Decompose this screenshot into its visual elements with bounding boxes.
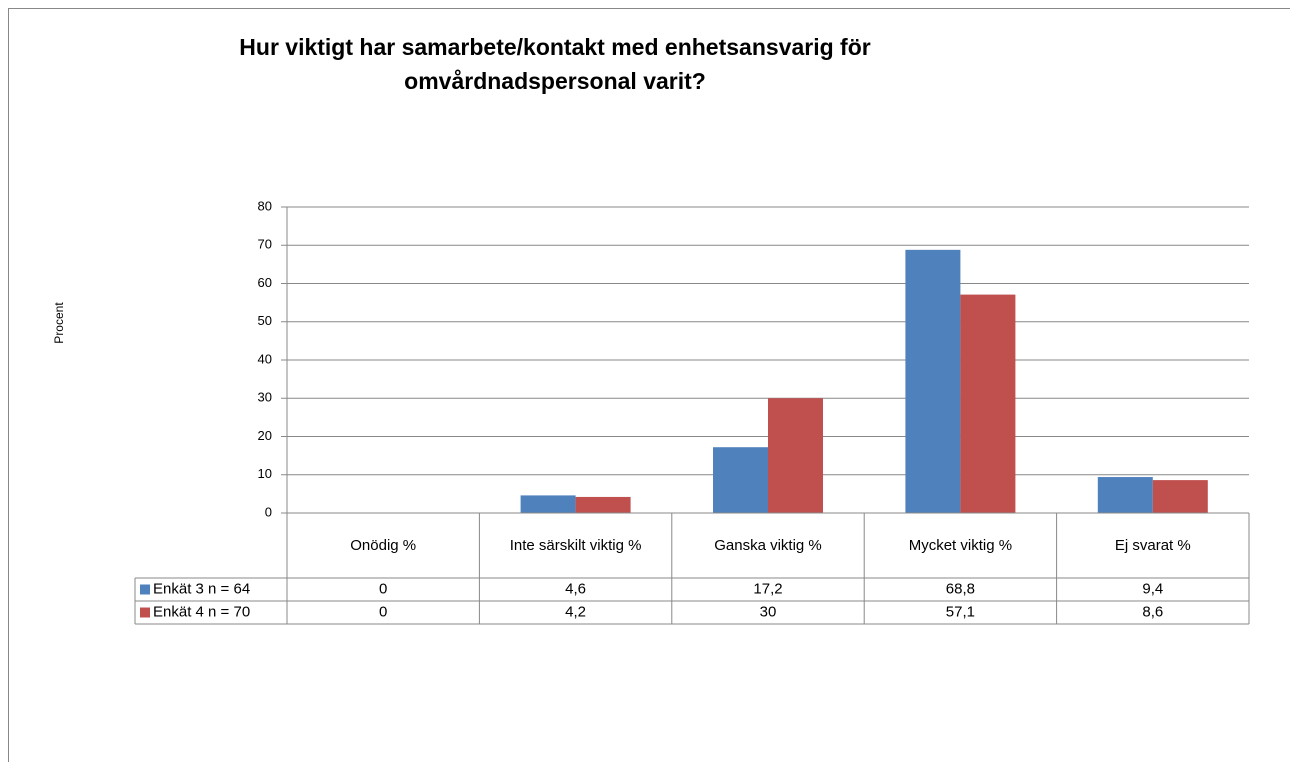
chart-border xyxy=(8,8,1290,762)
y-axis-label: Procent xyxy=(52,302,66,344)
x-tick-label: Ganska viktig % xyxy=(714,537,822,554)
bar xyxy=(520,495,576,513)
x-tick-label: Mycket viktig % xyxy=(908,537,1013,554)
bar xyxy=(960,294,1016,513)
y-tick-label: 10 xyxy=(258,466,272,481)
bar xyxy=(1097,477,1153,513)
data-table-value: 4,6 xyxy=(565,580,586,597)
data-table-value: 0 xyxy=(379,580,387,597)
data-table-value: 9,4 xyxy=(1142,580,1163,597)
bar xyxy=(905,249,961,513)
legend-swatch xyxy=(140,607,150,618)
x-tick-label: Inte särskilt viktig % xyxy=(509,537,642,554)
chart-title: Hur viktigt har samarbete/kontakt med en… xyxy=(239,34,871,94)
y-tick-label: 20 xyxy=(258,428,272,443)
y-tick-label: 30 xyxy=(258,390,272,405)
y-tick-label: 50 xyxy=(258,313,272,328)
y-tick-label: 60 xyxy=(258,275,272,290)
y-tick-label: 70 xyxy=(258,237,272,252)
legend-swatch xyxy=(140,584,150,595)
category-box: Inte särskilt viktig % xyxy=(509,537,642,554)
data-table-value: 4,2 xyxy=(565,603,586,620)
data-table-value: 17,2 xyxy=(753,580,782,597)
bar xyxy=(768,398,823,513)
y-tick-label: 40 xyxy=(258,351,272,366)
data-table-value: 68,8 xyxy=(946,580,975,597)
bar xyxy=(1152,480,1208,513)
y-tick-label: 80 xyxy=(258,198,272,213)
category-box: Onödig % xyxy=(350,537,417,554)
x-tick-label: Ej svarat % xyxy=(1114,537,1191,554)
bar xyxy=(575,496,631,513)
category-box: Ganska viktig % xyxy=(714,537,822,554)
x-tick-label: Onödig % xyxy=(350,537,417,554)
title-box: Hur viktigt har samarbete/kontakt med en… xyxy=(239,34,871,94)
legend-label: Enkät 4 n = 70 xyxy=(153,603,250,620)
bar xyxy=(713,447,768,513)
category-box: Mycket viktig % xyxy=(908,537,1013,554)
y-tick-label: 0 xyxy=(265,504,272,519)
data-table-value: 8,6 xyxy=(1142,603,1163,620)
category-box: Ej svarat % xyxy=(1114,537,1191,554)
data-table-value: 0 xyxy=(379,603,387,620)
data-table-value: 30 xyxy=(760,603,777,620)
data-table-value: 57,1 xyxy=(946,603,975,620)
legend-label: Enkät 3 n = 64 xyxy=(153,580,250,597)
